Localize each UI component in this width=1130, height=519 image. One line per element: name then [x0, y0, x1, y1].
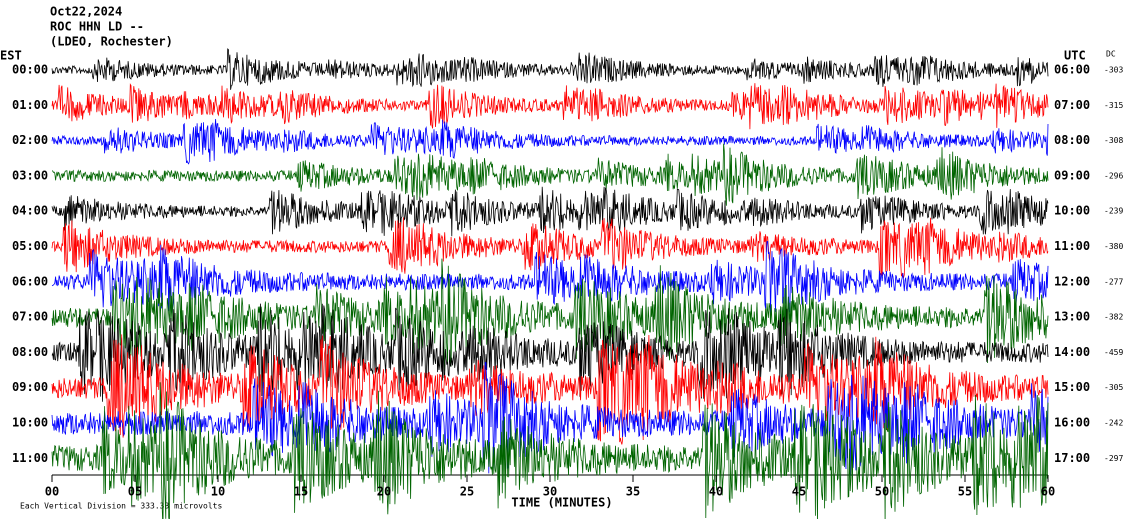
est-label: 09:00 — [12, 380, 48, 394]
est-label: 07:00 — [12, 310, 48, 324]
dc-label: -242 — [1104, 419, 1123, 428]
dc-label: -303 — [1104, 66, 1123, 75]
dc-title: DC — [1106, 50, 1116, 59]
est-label: 04:00 — [12, 204, 48, 218]
x-tick-label: 25 — [460, 485, 474, 499]
x-tick-label: 55 — [958, 485, 972, 499]
utc-label: 11:00 — [1054, 239, 1090, 253]
x-tick-label: 20 — [377, 485, 391, 499]
traces — [51, 48, 1049, 519]
trace — [51, 303, 1049, 403]
trace — [51, 240, 1049, 316]
x-tick-label: 05 — [128, 485, 142, 499]
utc-title: UTC — [1064, 49, 1086, 63]
est-title: EST — [0, 49, 22, 63]
utc-label: 12:00 — [1054, 274, 1090, 288]
x-tick-label: 30 — [543, 485, 557, 499]
utc-label: 15:00 — [1054, 380, 1090, 394]
utc-label: 14:00 — [1054, 345, 1090, 359]
dc-label: -277 — [1104, 277, 1123, 286]
trace — [51, 258, 1049, 372]
utc-label: 07:00 — [1054, 98, 1090, 112]
dc-label: -296 — [1104, 171, 1123, 180]
x-tick-label: 40 — [709, 485, 723, 499]
dc-label: -459 — [1104, 348, 1123, 357]
date: Oct22,2024 — [50, 5, 122, 19]
x-tick-label: 00 — [45, 485, 59, 499]
dc-label: -308 — [1104, 136, 1123, 145]
est-label: 11:00 — [12, 451, 48, 465]
trace — [51, 361, 1049, 476]
x-tick-label: 35 — [626, 485, 640, 499]
x-tick-label: 45 — [792, 485, 806, 499]
dc-label: -380 — [1104, 242, 1123, 251]
est-label: 03:00 — [12, 168, 48, 182]
trace — [51, 48, 1049, 90]
trace — [51, 217, 1049, 279]
trace — [51, 118, 1049, 165]
est-label: 00:00 — [12, 63, 48, 77]
x-tick-label: 50 — [875, 485, 889, 499]
est-label: 01:00 — [12, 98, 48, 112]
dc-label: -382 — [1104, 313, 1123, 322]
x-tick-label: 10 — [211, 485, 225, 499]
est-label: 10:00 — [12, 416, 48, 430]
trace — [51, 382, 1049, 519]
trace — [51, 83, 1049, 130]
utc-label: 06:00 — [1054, 63, 1090, 77]
dc-label: -305 — [1104, 383, 1123, 392]
utc-label: 13:00 — [1054, 310, 1090, 324]
trace — [51, 186, 1049, 237]
station: ROC HHN LD -- — [50, 20, 144, 34]
x-tick-label: 15 — [294, 485, 308, 499]
utc-label: 17:00 — [1054, 451, 1090, 465]
trace — [52, 143, 1049, 206]
footnote: Each Vertical Division = 333.33 microvol… — [20, 502, 222, 511]
dc-label: -297 — [1104, 454, 1123, 463]
est-label: 02:00 — [12, 133, 48, 147]
dc-label: -315 — [1104, 101, 1123, 110]
utc-label: 08:00 — [1054, 133, 1090, 147]
utc-label: 16:00 — [1054, 416, 1090, 430]
trace — [51, 334, 1049, 445]
est-label: 06:00 — [12, 274, 48, 288]
x-tick-label: 60 — [1041, 485, 1055, 499]
est-label: 05:00 — [12, 239, 48, 253]
utc-label: 09:00 — [1054, 168, 1090, 182]
est-label: 08:00 — [12, 345, 48, 359]
utc-label: 10:00 — [1054, 204, 1090, 218]
dc-label: -239 — [1104, 207, 1123, 216]
x-axis-title: TIME (MINUTES) — [511, 496, 612, 510]
network: (LDEO, Rochester) — [50, 35, 173, 49]
